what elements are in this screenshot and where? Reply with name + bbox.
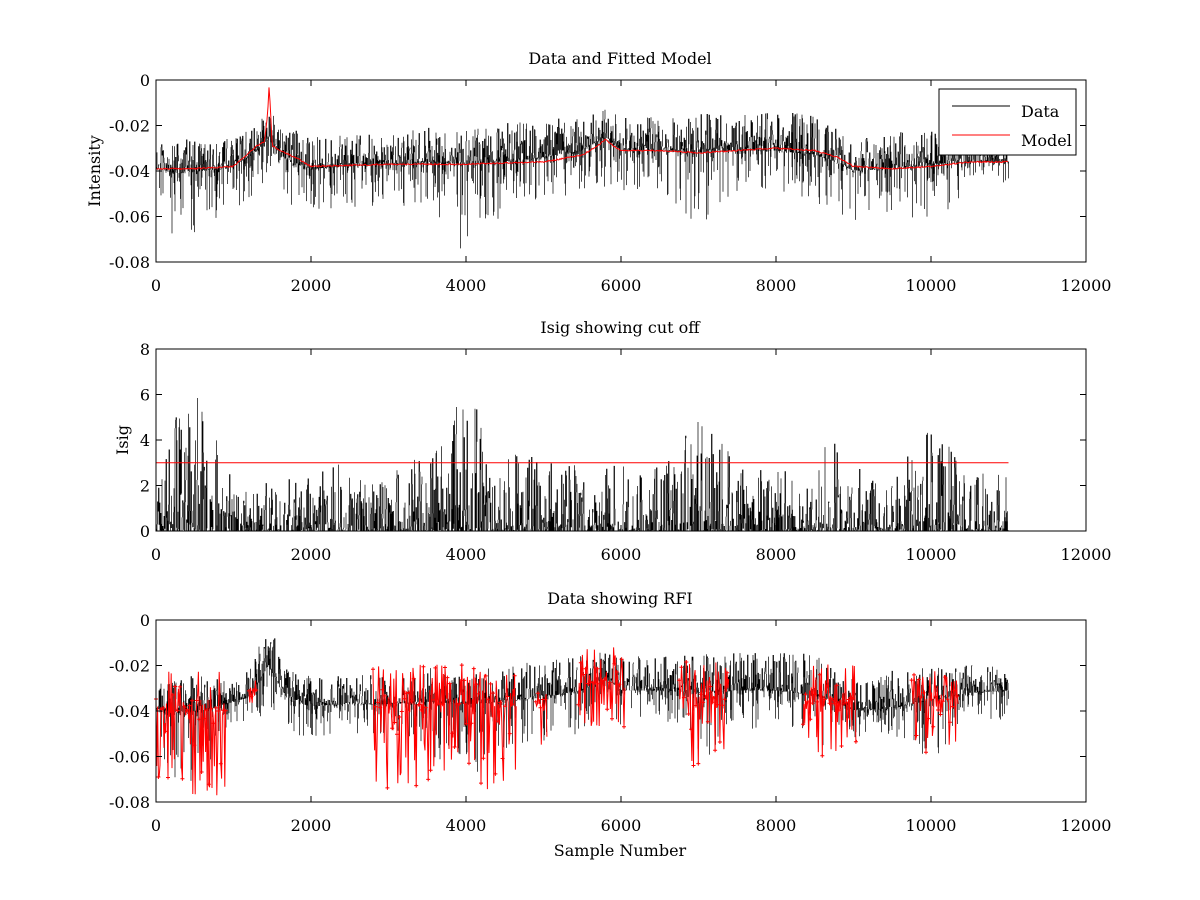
panel-3-title: Data showing RFI xyxy=(547,589,692,608)
x-tick-label: 4000 xyxy=(446,816,487,835)
rfi-region xyxy=(801,664,858,758)
y-tick-label: -0.08 xyxy=(109,253,150,272)
x-tick-label: 10000 xyxy=(906,816,957,835)
panel-3-xlabel: Sample Number xyxy=(554,841,687,860)
rfi-flag-markers xyxy=(533,691,548,710)
x-tick-label: 10000 xyxy=(906,276,957,295)
x-tick-label: 0 xyxy=(151,816,161,835)
x-tick-label: 0 xyxy=(151,276,161,295)
rfi-flag-line xyxy=(155,671,227,796)
rfi-flag-markers xyxy=(576,657,626,729)
x-tick-label: 12000 xyxy=(1061,545,1112,564)
x-tick-label: 2000 xyxy=(291,816,332,835)
rfi-region xyxy=(371,663,517,790)
y-tick-label: -0.06 xyxy=(109,208,150,227)
y-tick-label: 0 xyxy=(140,611,150,630)
x-tick-label: 2000 xyxy=(291,545,332,564)
rfi-flag-line xyxy=(535,693,548,745)
x-tick-label: 6000 xyxy=(601,276,642,295)
y-tick-label: 0 xyxy=(140,522,150,541)
x-tick-label: 10000 xyxy=(906,545,957,564)
panel-1-legend: Data Model xyxy=(938,88,1077,156)
panel-1-ticks: 0 2000 4000 6000 8000 10000 12000 -0.08 -0.06 -0.… xyxy=(109,71,1111,295)
rfi-flag-line xyxy=(802,664,858,756)
y-tick-label: 4 xyxy=(140,431,150,450)
panel-2: Isig showing cut off Isig 0 2000 4000 6000 8… xyxy=(113,318,1111,564)
panel-2-ylabel: Isig xyxy=(113,425,132,455)
rfi-flag-markers xyxy=(801,672,858,758)
x-tick-label: 8000 xyxy=(756,816,797,835)
x-tick-label: 6000 xyxy=(601,545,642,564)
panel-2-ticks: 0 2000 4000 6000 8000 10000 12000 0 2 4 6 8 xyxy=(140,340,1112,564)
rfi-flag-line xyxy=(372,664,517,790)
panel-3: Data showing RFI 0 2000 4000 6000 8000 10000 1… xyxy=(109,589,1111,860)
y-tick-label: 8 xyxy=(140,340,150,359)
rfi-flag-line xyxy=(248,680,257,703)
rfi-flags xyxy=(154,647,960,796)
rfi-flag-markers xyxy=(247,688,259,699)
y-tick-label: 6 xyxy=(140,386,150,405)
legend-box xyxy=(938,88,1077,156)
x-tick-label: 2000 xyxy=(291,276,332,295)
rfi-flag-line xyxy=(678,661,730,766)
rfi-region xyxy=(677,660,730,768)
legend-data-label: Data xyxy=(1021,102,1060,121)
panel-2-title: Isig showing cut off xyxy=(540,318,701,337)
x-tick-label: 4000 xyxy=(446,276,487,295)
panel-1-title: Data and Fitted Model xyxy=(528,49,711,68)
y-tick-label: -0.02 xyxy=(109,117,150,136)
x-tick-label: 6000 xyxy=(601,816,642,835)
rfi-region xyxy=(576,647,626,729)
y-tick-label: -0.04 xyxy=(109,702,150,721)
rfi-region xyxy=(909,671,960,755)
y-tick-label: -0.06 xyxy=(109,748,150,767)
panel-1-ylabel: Intensity xyxy=(85,135,104,207)
x-tick-label: 12000 xyxy=(1061,816,1112,835)
y-tick-label: -0.04 xyxy=(109,162,150,181)
panel-3-ticks: 0 2000 4000 6000 8000 10000 12000 -0.08 -0.06 -0.… xyxy=(109,611,1111,835)
model-series-line xyxy=(155,87,1009,171)
x-tick-label: 0 xyxy=(151,545,161,564)
legend-model-label: Model xyxy=(1021,131,1072,150)
y-tick-label: 2 xyxy=(140,477,150,496)
rfi-flag-line xyxy=(911,671,959,753)
panel-3-axes-box xyxy=(156,620,1086,802)
x-tick-label: 8000 xyxy=(756,276,797,295)
rfi-flag-markers xyxy=(909,672,960,755)
panel-3-plot-area xyxy=(154,638,1009,796)
panel-1: Data and Fitted Model Intensity 0 2000 400… xyxy=(85,49,1111,295)
rfi-flag-markers xyxy=(677,660,730,768)
rfi-flag-markers xyxy=(371,663,517,790)
x-tick-label: 8000 xyxy=(756,545,797,564)
x-tick-label: 12000 xyxy=(1061,276,1112,295)
y-tick-label: -0.02 xyxy=(109,657,150,676)
y-tick-label: -0.08 xyxy=(109,793,150,812)
y-tick-label: 0 xyxy=(140,71,150,90)
x-tick-label: 4000 xyxy=(446,545,487,564)
rfi-region xyxy=(247,680,259,703)
rfi-region xyxy=(533,691,548,745)
